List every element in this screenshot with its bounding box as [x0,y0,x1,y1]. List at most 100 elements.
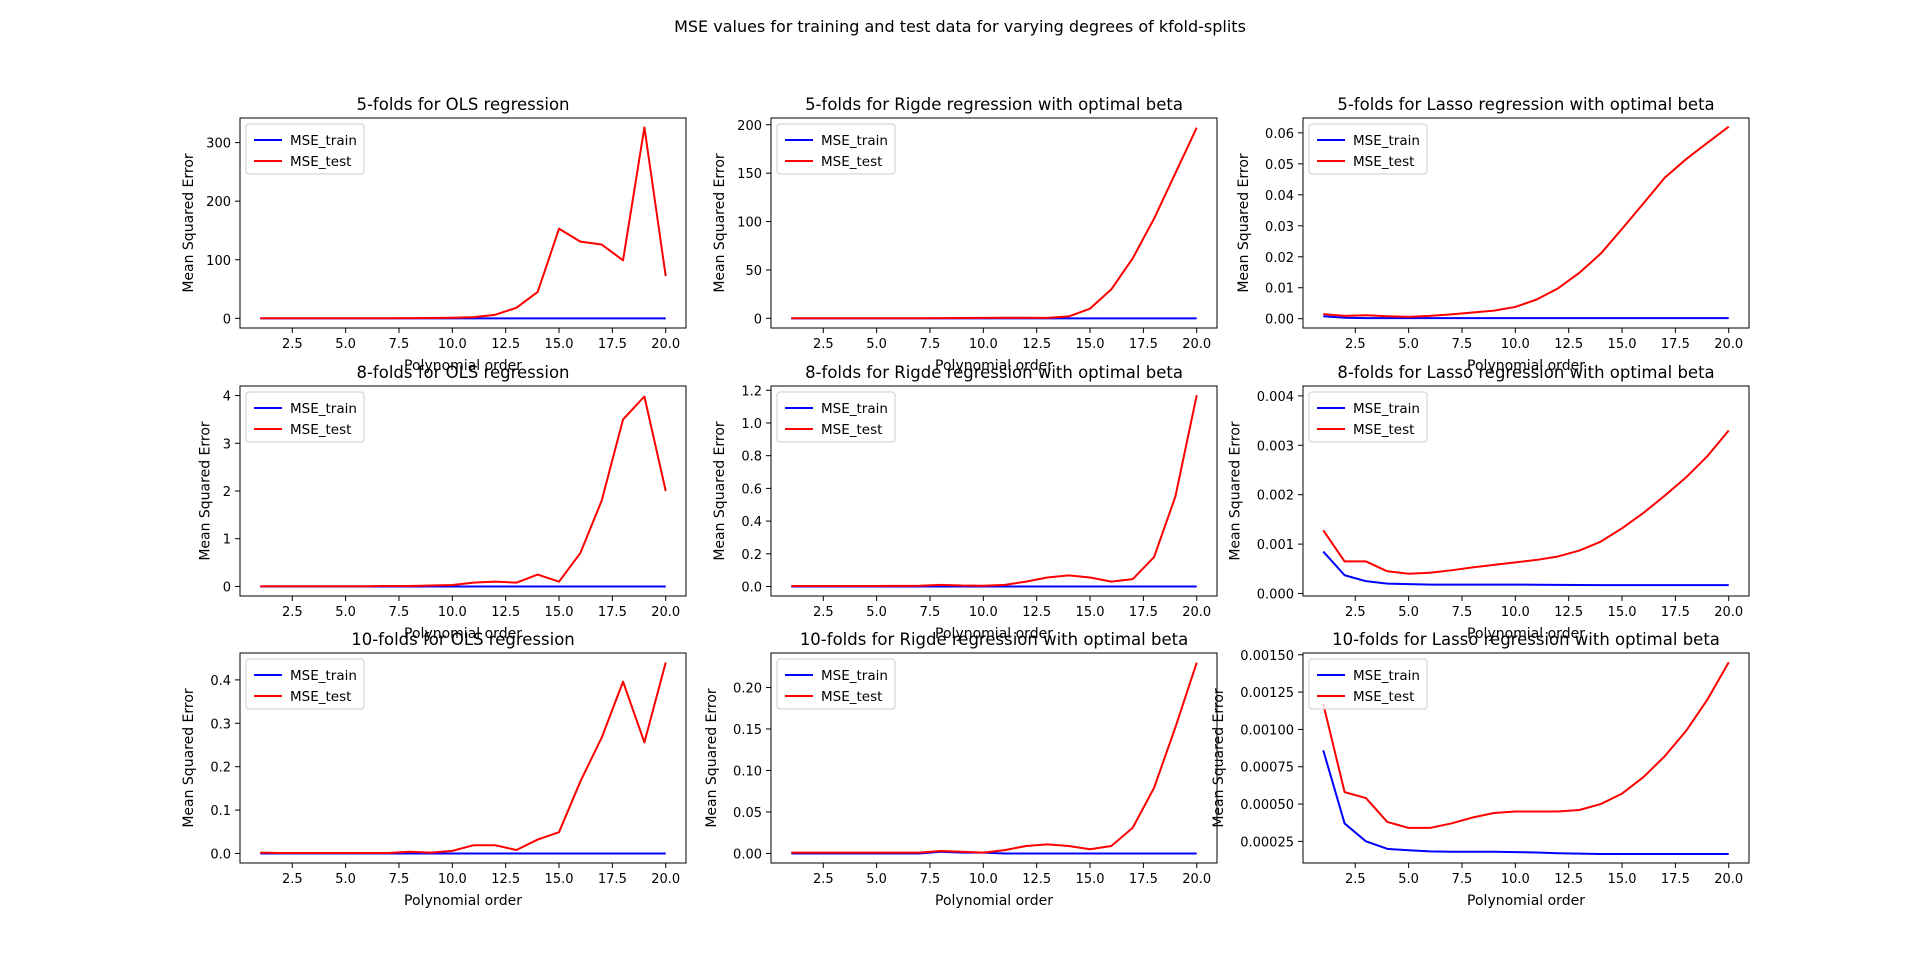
x-tick-label: 10.0 [969,872,998,887]
legend-label: MSE_test [1353,689,1414,705]
legend: MSE_train MSE_test [776,123,896,175]
x-tick-label: 17.5 [1129,872,1158,887]
x-axis-label: Polynomial order [1467,893,1585,909]
subplot-title: 10-folds for OLS regression [351,630,575,649]
legend-label: MSE_test [290,422,351,438]
y-tick-label: 0.04 [1265,189,1294,204]
y-tick-label: 3 [223,437,231,452]
legend-label: MSE_train [1353,401,1420,417]
x-tick-label: 17.5 [598,872,627,887]
plot-frame [770,385,1218,597]
y-tick-label: 0.06 [1265,127,1294,142]
legend-label: MSE_train [1353,668,1420,684]
y-tick-label: 0.20 [733,681,762,696]
subplot-title: 5-folds for OLS regression [356,95,569,114]
x-tick-label: 17.5 [598,605,627,620]
y-tick-label: 0 [223,580,231,595]
y-tick-label: 200 [737,119,762,134]
legend-label: MSE_train [821,133,888,149]
y-tick-label: 0.05 [1265,158,1294,173]
legend: MSE_train MSE_test [1308,391,1428,443]
x-axis-label: Polynomial order [1467,626,1585,642]
x-tick-label: 20.0 [1714,872,1743,887]
y-tick-label: 0.4 [210,674,231,689]
y-tick-label: 0.8 [741,450,762,465]
y-tick-label: 0.0 [741,581,762,596]
y-tick-label: 0.15 [733,723,762,738]
legend-label: MSE_train [290,401,357,417]
y-tick-label: 300 [206,137,231,152]
y-tick-label: 0.003 [1257,439,1294,454]
plot-frame [239,652,687,864]
y-tick-label: 0.00050 [1240,798,1294,813]
y-axis-label: Mean Squared Error [181,153,197,293]
x-tick-label: 5.0 [866,872,887,887]
x-tick-label: 10.0 [1501,337,1530,352]
x-tick-label: 15.0 [545,872,574,887]
x-tick-label: 7.5 [1452,605,1473,620]
x-tick-label: 2.5 [282,337,303,352]
y-tick-label: 100 [206,254,231,269]
x-tick-label: 12.5 [1554,337,1583,352]
legend-label: MSE_test [821,154,882,170]
x-tick-label: 12.5 [491,872,520,887]
y-tick-label: 0.00125 [1240,686,1294,701]
x-tick-label: 17.5 [1129,605,1158,620]
y-tick-label: 0.3 [210,717,231,732]
y-tick-label: 1.0 [741,417,762,432]
x-tick-label: 15.0 [1076,337,1105,352]
y-tick-label: 0.00 [733,847,762,862]
y-tick-label: 0.0 [210,847,231,862]
x-tick-label: 12.5 [1022,337,1051,352]
y-axis-label: Mean Squared Error [712,421,728,561]
y-axis-label: Mean Squared Error [181,688,197,828]
x-tick-label: 7.5 [920,872,941,887]
legend-label: MSE_test [290,689,351,705]
y-tick-label: 100 [737,216,762,231]
legend-label: MSE_test [1353,422,1414,438]
y-tick-label: 0.004 [1257,390,1294,405]
x-tick-label: 20.0 [651,872,680,887]
x-tick-label: 5.0 [335,605,356,620]
series-line-mse-test [791,127,1198,320]
y-axis-label: Mean Squared Error [712,153,728,293]
legend-label: MSE_test [1353,154,1414,170]
y-tick-label: 0.02 [1265,251,1294,266]
series-line-mse-test [1322,661,1730,829]
y-tick-label: 0.00075 [1240,761,1294,776]
y-tick-label: 0.00150 [1240,649,1294,664]
y-tick-label: 0.03 [1265,220,1294,235]
subplot-title: 10-folds for Rigde regression with optim… [800,630,1188,649]
subplot-2: 2.5 5.0 7.5 10.0 12.5 15.0 17.5 20.0 0 50 100 150 20… [712,95,1218,374]
x-tick-label: 2.5 [282,605,303,620]
y-tick-label: 0.000 [1257,588,1294,603]
x-tick-label: 5.0 [1398,872,1419,887]
subplot-9: 2.5 5.0 7.5 10.0 12.5 15.0 17.5 20.0 0.00025 0.00… [1211,630,1750,909]
y-tick-label: 0.00 [1265,313,1294,328]
x-tick-label: 17.5 [1661,605,1690,620]
plot-frame [770,117,1218,329]
x-tick-label: 15.0 [1608,605,1637,620]
plot-frame [239,117,687,329]
x-tick-label: 2.5 [813,872,834,887]
subplot-title: 5-folds for Rigde regression with optima… [805,95,1183,114]
subplot-6: 2.5 5.0 7.5 10.0 12.5 15.0 17.5 20.0 0.000 0.001 0… [1228,363,1750,642]
x-tick-label: 15.0 [545,337,574,352]
legend: MSE_train MSE_test [1308,658,1428,710]
x-tick-label: 5.0 [866,337,887,352]
series-line-mse-test [1323,125,1730,318]
x-tick-label: 2.5 [1345,605,1366,620]
x-tick-label: 2.5 [282,872,303,887]
x-tick-label: 20.0 [651,337,680,352]
legend-label: MSE_train [290,668,357,684]
x-tick-label: 5.0 [335,337,356,352]
subplot-1: 2.5 5.0 7.5 10.0 12.5 15.0 17.5 20.0 0 100 200 300 5… [181,95,687,374]
x-tick-label: 20.0 [1714,337,1743,352]
x-tick-label: 12.5 [1554,605,1583,620]
y-tick-label: 4 [223,390,231,405]
subplot-title: 5-folds for Lasso regression with optima… [1337,95,1714,114]
series-line-mse-test [791,662,1198,854]
y-tick-label: 1 [223,533,231,548]
x-tick-label: 2.5 [1345,337,1366,352]
x-tick-label: 7.5 [389,605,410,620]
